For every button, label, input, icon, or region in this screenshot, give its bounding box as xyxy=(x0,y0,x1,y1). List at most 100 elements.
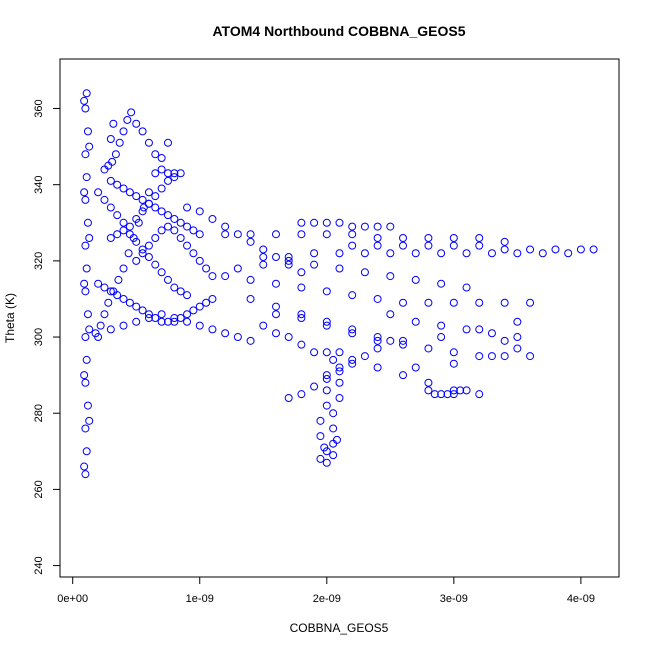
data-point xyxy=(284,256,293,265)
data-point xyxy=(310,218,319,227)
data-point xyxy=(335,378,344,387)
data-point xyxy=(424,344,433,353)
data-point xyxy=(163,138,172,147)
data-point xyxy=(462,386,471,395)
data-point xyxy=(144,310,153,319)
data-point xyxy=(462,249,471,258)
data-point xyxy=(386,310,395,319)
data-point xyxy=(449,390,458,399)
data-point xyxy=(437,321,446,330)
data-point xyxy=(538,249,547,258)
data-point xyxy=(100,195,109,204)
data-point xyxy=(151,192,160,201)
data-point xyxy=(399,371,408,380)
data-point xyxy=(271,253,280,262)
data-point xyxy=(564,249,573,258)
data-point xyxy=(335,218,344,227)
data-point xyxy=(125,230,134,239)
data-point xyxy=(81,195,90,204)
data-point xyxy=(221,329,230,338)
data-point xyxy=(144,241,153,250)
data-point xyxy=(322,317,331,326)
data-point xyxy=(297,340,306,349)
y-tick-label: 280 xyxy=(33,404,45,422)
data-point xyxy=(106,287,115,296)
data-point xyxy=(424,234,433,243)
data-point xyxy=(297,310,306,319)
data-point xyxy=(221,230,230,239)
data-point xyxy=(176,314,185,322)
data-point xyxy=(526,352,535,361)
data-point xyxy=(113,291,122,300)
data-point xyxy=(399,234,408,243)
data-point xyxy=(348,241,357,250)
data-point xyxy=(316,416,325,425)
data-point xyxy=(81,287,90,296)
data-point xyxy=(322,321,331,330)
data-point xyxy=(284,393,293,402)
data-point xyxy=(329,451,338,460)
data-point xyxy=(83,218,92,227)
data-point xyxy=(360,352,369,361)
data-point xyxy=(113,180,122,189)
data-point xyxy=(132,256,141,265)
data-point xyxy=(85,416,94,425)
y-tick-label: 360 xyxy=(33,99,45,117)
data-point xyxy=(487,249,496,258)
data-point xyxy=(322,230,331,239)
data-point xyxy=(329,409,338,418)
data-point xyxy=(513,333,522,342)
data-point xyxy=(322,386,331,395)
data-point xyxy=(119,127,128,136)
y-tick-label: 300 xyxy=(33,328,45,346)
data-point xyxy=(386,222,395,231)
data-point xyxy=(271,329,280,338)
data-point xyxy=(360,249,369,258)
data-point xyxy=(119,264,128,273)
data-point xyxy=(411,275,420,284)
data-point xyxy=(138,195,147,204)
data-point xyxy=(551,245,560,254)
data-point xyxy=(475,298,484,307)
data-point xyxy=(449,241,458,250)
data-point xyxy=(322,371,331,380)
data-point xyxy=(176,218,185,227)
data-point xyxy=(316,432,325,441)
data-point xyxy=(176,287,185,296)
data-point xyxy=(500,245,509,254)
data-point xyxy=(259,321,268,330)
data-point xyxy=(119,294,128,303)
data-point xyxy=(246,336,255,345)
data-point xyxy=(348,359,357,368)
data-point xyxy=(487,352,496,361)
data-point xyxy=(449,386,458,395)
data-point xyxy=(373,363,382,372)
data-point xyxy=(449,298,458,307)
data-point xyxy=(151,260,160,269)
data-point xyxy=(151,169,160,178)
data-point xyxy=(157,226,166,235)
data-point xyxy=(233,264,242,273)
data-point xyxy=(271,279,280,288)
x-tick-label: 2e-09 xyxy=(313,593,341,605)
data-point xyxy=(411,317,420,326)
data-point xyxy=(82,264,91,273)
data-point xyxy=(111,150,120,159)
data-point xyxy=(373,241,382,250)
data-point xyxy=(195,321,204,330)
data-point xyxy=(157,310,166,319)
y-tick-label: 340 xyxy=(33,176,45,194)
data-point xyxy=(329,439,338,448)
data-point xyxy=(81,104,90,113)
data-point xyxy=(208,214,217,223)
data-point xyxy=(332,435,341,444)
data-point xyxy=(208,272,217,281)
data-point xyxy=(348,325,357,334)
data-point xyxy=(246,237,255,246)
data-point xyxy=(119,321,128,330)
data-point xyxy=(157,268,166,277)
data-point xyxy=(132,119,141,128)
data-point xyxy=(437,390,446,399)
data-point xyxy=(271,310,280,319)
